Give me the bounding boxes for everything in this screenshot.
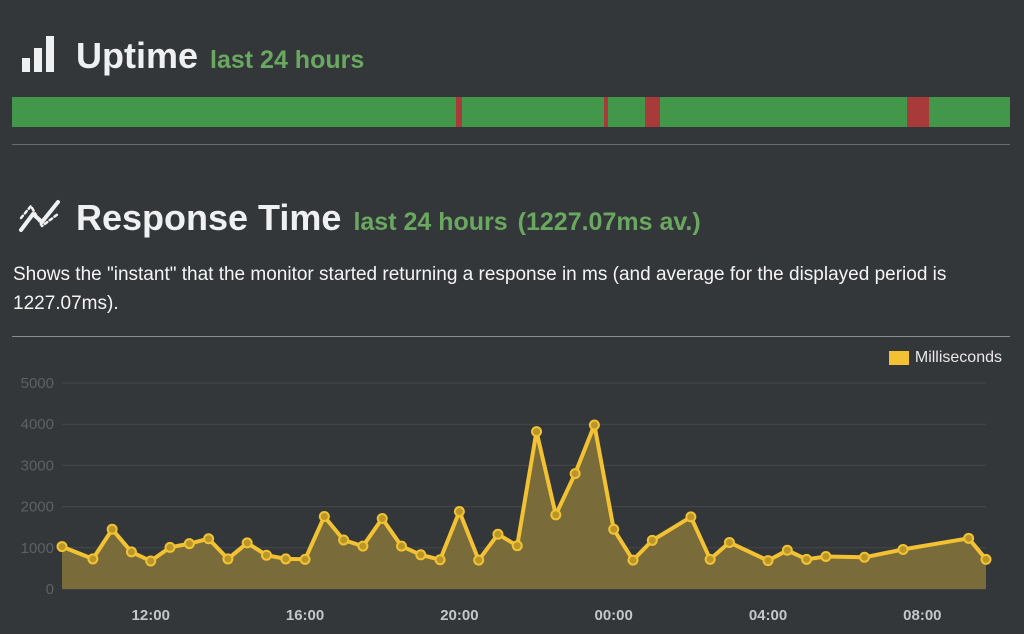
data-point[interactable] xyxy=(203,533,215,545)
downtime-segment[interactable] xyxy=(906,97,929,127)
data-point[interactable] xyxy=(588,419,600,431)
data-point[interactable] xyxy=(260,549,272,561)
data-point[interactable] xyxy=(723,536,735,548)
data-point[interactable] xyxy=(963,532,975,544)
uptime-header: Uptime last 24 hours xyxy=(18,28,364,77)
data-point[interactable] xyxy=(608,523,620,535)
data-point[interactable] xyxy=(762,555,774,567)
data-point[interactable] xyxy=(781,544,793,556)
uptime-bar xyxy=(12,97,1010,127)
legend-swatch xyxy=(888,351,909,365)
data-point[interactable] xyxy=(685,511,697,523)
data-point[interactable] xyxy=(531,426,543,438)
uptime-title: Uptime xyxy=(76,35,199,76)
data-point[interactable] xyxy=(511,540,523,552)
data-point[interactable] xyxy=(473,554,485,566)
y-tick-label: 3000 xyxy=(21,457,54,474)
data-point[interactable] xyxy=(415,549,427,561)
x-tick-label: 00:00 xyxy=(595,607,633,624)
downtime-segment[interactable] xyxy=(455,97,462,127)
response-time-chart[interactable]: 0 1000 2000 3000 4000 5000 12:00 16:00 20:00 00:… xyxy=(0,340,1024,634)
data-point[interactable] xyxy=(357,540,369,552)
response-time-header: Response Time last 24 hours (1227.07ms a… xyxy=(18,190,701,239)
data-point[interactable] xyxy=(396,540,408,552)
data-point[interactable] xyxy=(858,551,870,563)
data-point[interactable] xyxy=(801,553,813,565)
chart-divider xyxy=(12,336,1010,337)
data-point[interactable] xyxy=(164,541,176,553)
section-divider xyxy=(12,144,1010,145)
response-time-subtitle: last 24 hours xyxy=(353,208,508,236)
data-point[interactable] xyxy=(492,528,504,540)
data-point[interactable] xyxy=(569,468,581,480)
data-point[interactable] xyxy=(646,534,658,546)
data-point[interactable] xyxy=(106,523,118,535)
data-point[interactable] xyxy=(280,553,292,565)
downtime-segment[interactable] xyxy=(604,97,609,127)
x-tick-label: 16:00 xyxy=(286,607,324,624)
data-point[interactable] xyxy=(125,546,137,558)
x-tick-label: 04:00 xyxy=(749,607,787,624)
data-point[interactable] xyxy=(56,541,68,553)
response-time-title: Response Time xyxy=(76,197,342,238)
data-point[interactable] xyxy=(87,553,99,565)
data-point[interactable] xyxy=(145,555,157,567)
data-point[interactable] xyxy=(980,553,992,565)
data-point[interactable] xyxy=(318,510,330,522)
legend-label: Milliseconds xyxy=(914,349,1002,366)
data-point[interactable] xyxy=(338,534,350,546)
bar-chart-icon xyxy=(22,36,54,72)
y-tick-label: 0 xyxy=(46,581,54,598)
data-point[interactable] xyxy=(704,553,716,565)
x-tick-label: 20:00 xyxy=(440,607,478,624)
data-point[interactable] xyxy=(222,553,234,565)
data-point[interactable] xyxy=(299,553,311,565)
data-point[interactable] xyxy=(434,554,446,566)
data-point[interactable] xyxy=(550,509,562,521)
data-point[interactable] xyxy=(897,543,909,555)
y-tick-label: 5000 xyxy=(21,375,54,392)
data-point[interactable] xyxy=(376,513,388,525)
y-tick-label: 1000 xyxy=(21,540,54,557)
chart-legend[interactable]: Milliseconds xyxy=(888,349,1002,367)
data-point[interactable] xyxy=(453,506,465,518)
response-time-description: Shows the "instant" that the monitor sta… xyxy=(13,264,947,314)
x-tick-label: 08:00 xyxy=(903,607,941,624)
data-point[interactable] xyxy=(820,550,832,562)
downtime-segment[interactable] xyxy=(645,97,661,127)
y-tick-label: 2000 xyxy=(21,499,54,516)
y-tick-label: 4000 xyxy=(21,416,54,433)
uptime-subtitle: last 24 hours xyxy=(210,46,365,74)
data-point[interactable] xyxy=(183,538,195,550)
data-point[interactable] xyxy=(241,537,253,549)
line-chart-icon xyxy=(19,200,60,232)
response-time-average: (1227.07ms av.) xyxy=(517,208,701,236)
x-tick-label: 12:00 xyxy=(132,607,170,624)
data-point[interactable] xyxy=(627,554,639,566)
